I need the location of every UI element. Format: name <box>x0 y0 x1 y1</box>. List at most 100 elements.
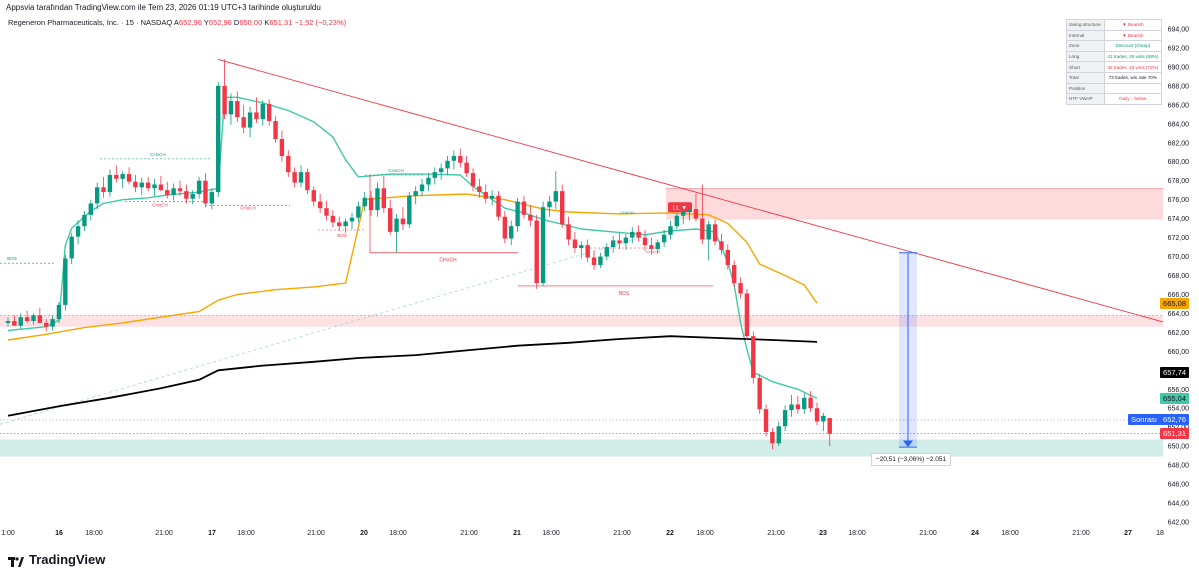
candle <box>642 229 648 251</box>
candle <box>317 193 323 213</box>
candle <box>133 175 138 193</box>
candle-body <box>126 174 132 182</box>
candle-body <box>50 319 55 327</box>
candle-body <box>623 237 629 244</box>
price-tick: 650,00 <box>1168 444 1190 451</box>
candle <box>630 227 635 244</box>
candle <box>464 156 469 177</box>
candle <box>598 252 603 268</box>
candle <box>795 395 801 414</box>
info-value: 73 trades, win rate 70% <box>1103 71 1163 84</box>
time-tick: 21 <box>513 530 521 537</box>
indicator-lines-layer <box>0 58 1164 425</box>
candle <box>101 176 106 198</box>
candle-body <box>349 217 355 222</box>
candle <box>196 176 202 199</box>
candle-body <box>489 195 495 199</box>
info-key: Long <box>1066 50 1105 63</box>
time-tick: 18:00 <box>85 530 103 537</box>
candle-body <box>31 315 36 322</box>
price-tick: 682,00 <box>1168 140 1190 147</box>
structure-layer: CHoCH CHoCH CHoCH BOS BOS CHoCH CHoCH BOS CHoCH C… <box>0 152 917 448</box>
candle <box>24 310 30 323</box>
symbol-title: Regeneron Pharmaceuticals, Inc. · 15 · N… <box>8 18 173 27</box>
price-tick: 648,00 <box>1168 463 1190 470</box>
candle-body <box>795 404 801 410</box>
candle <box>165 181 170 199</box>
candle-body <box>63 258 68 305</box>
price-tick: 664,00 <box>1168 311 1190 318</box>
candle-body <box>509 226 514 239</box>
candle-body <box>88 203 94 215</box>
candle-body <box>649 245 654 249</box>
close-value: 651,31 <box>269 18 293 27</box>
time-tick: 18:00 <box>696 530 714 537</box>
candle <box>821 412 826 431</box>
candle-body <box>770 431 775 444</box>
time-tick: 23 <box>819 530 827 537</box>
ll-badge <box>668 202 692 213</box>
time-tick: 21:00 <box>307 530 325 537</box>
candle <box>88 199 94 221</box>
candle <box>655 239 660 254</box>
candle-body <box>757 377 762 410</box>
time-tick: 1:00 <box>1 530 15 537</box>
candle-body <box>266 103 272 121</box>
candle-body <box>591 257 597 266</box>
price-tick: 644,00 <box>1168 501 1190 508</box>
candle-body <box>681 211 686 216</box>
candle <box>75 220 81 245</box>
candle <box>649 237 654 255</box>
tradingview-logo[interactable]: TradingView <box>8 552 105 567</box>
candle-body <box>693 209 699 219</box>
candle-body <box>712 224 718 242</box>
candle <box>661 229 667 248</box>
candle-body <box>114 175 119 179</box>
candle <box>158 175 164 192</box>
candle-body <box>330 215 336 223</box>
candle <box>254 97 259 123</box>
candle <box>693 193 699 222</box>
info-row: Position <box>1066 82 1163 95</box>
candle-body <box>438 168 444 173</box>
candle-body <box>107 175 113 193</box>
candle-body <box>56 304 62 320</box>
candle <box>126 167 132 185</box>
candle-body <box>337 222 342 227</box>
candle-body <box>324 208 329 216</box>
candle <box>381 175 387 213</box>
candle-body <box>407 195 412 225</box>
candle-body <box>222 85 227 115</box>
candle <box>216 82 221 197</box>
candle-body <box>636 231 641 238</box>
change-value: −1,52 (−0,23%) <box>294 18 347 27</box>
candle <box>407 192 412 229</box>
candle <box>515 197 520 232</box>
choch-label-7: CHoCH <box>620 210 634 215</box>
candle <box>687 205 692 221</box>
info-value: Discount (cheap) <box>1103 40 1163 52</box>
candle <box>432 167 437 185</box>
candle <box>617 232 622 249</box>
candle-body <box>572 239 578 249</box>
candle-body <box>445 160 450 169</box>
info-value <box>1103 82 1163 95</box>
candle <box>5 317 11 327</box>
candle-body <box>661 234 667 243</box>
info-value: ▼ Bearish <box>1103 19 1163 31</box>
candle <box>668 220 673 240</box>
candle-body <box>311 190 316 202</box>
candle <box>782 405 788 431</box>
choch-label-5: CHoCH <box>439 258 457 264</box>
candle <box>94 182 100 210</box>
price-tag-value: 657,74 <box>1163 368 1186 378</box>
candle-body <box>426 177 431 185</box>
high-value: 652,96 <box>208 18 232 27</box>
candle-body <box>547 201 552 208</box>
price-tick: 654,00 <box>1168 406 1190 413</box>
time-tick: 21:00 <box>460 530 478 537</box>
candle <box>458 148 463 168</box>
bos-label-2: BOS <box>7 256 17 261</box>
candle-body <box>814 408 820 422</box>
